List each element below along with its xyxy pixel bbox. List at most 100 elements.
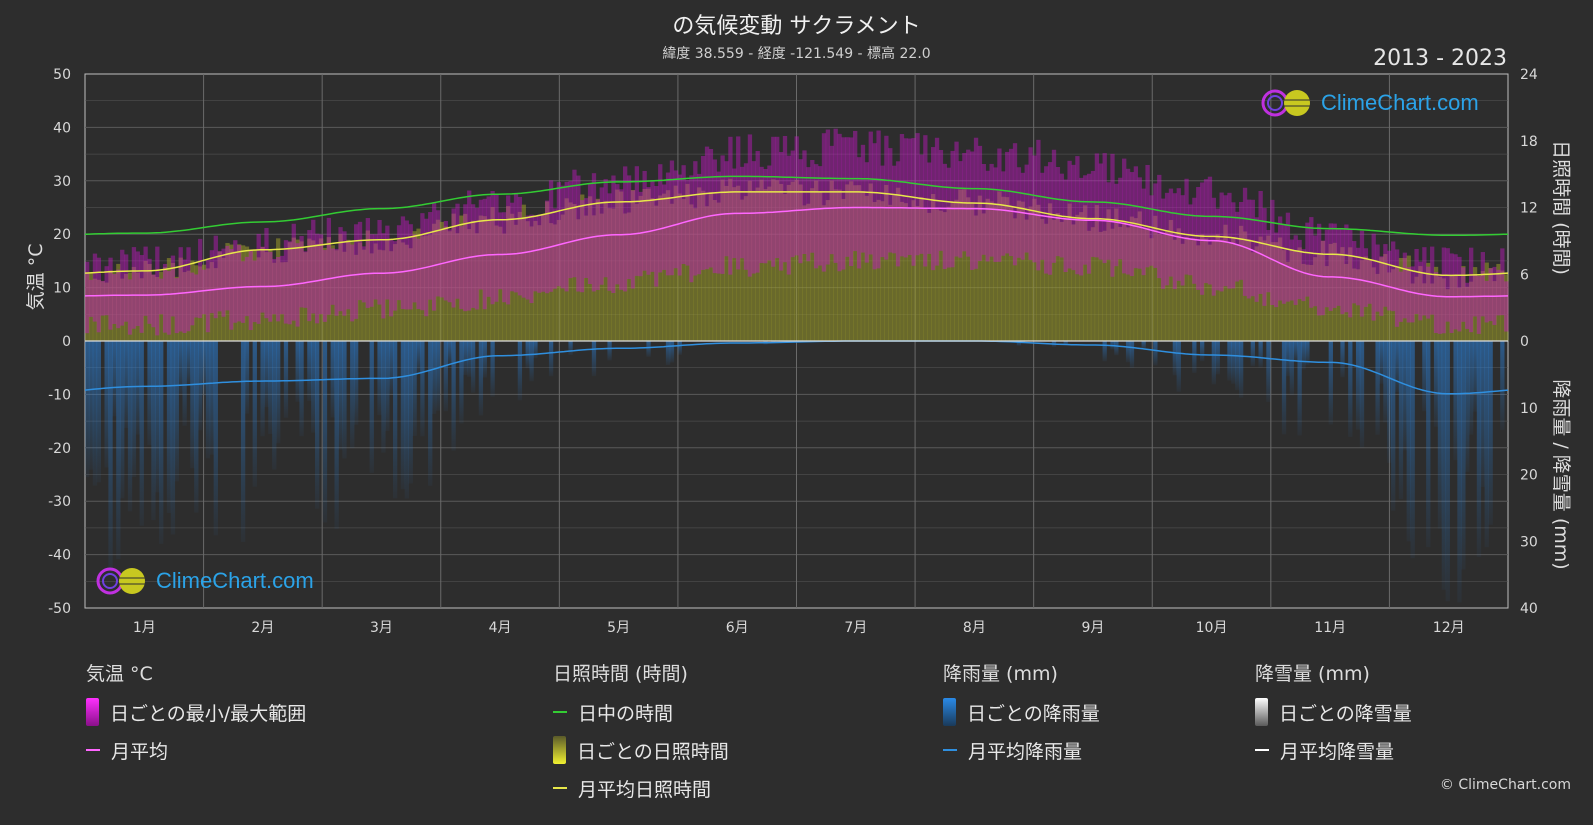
temp-range-bar (291, 223, 296, 321)
rain-bar (1289, 341, 1294, 396)
temp-range-bar (1188, 204, 1193, 276)
sunshine-bar (1492, 281, 1497, 341)
sunshine-bar (517, 211, 523, 341)
sunshine-bar (903, 203, 909, 341)
temp-range-bar (159, 278, 164, 315)
temp-range-bar (1457, 256, 1462, 332)
temp-range-bar (1316, 223, 1322, 316)
sunshine-bar (872, 202, 877, 341)
rain-bar (381, 341, 386, 453)
sunshine-bar (455, 233, 460, 341)
rain-bar (1281, 341, 1287, 435)
temp-range-bar (1449, 253, 1454, 333)
temp-range-bar (1313, 235, 1318, 307)
temp-range-bar (1453, 254, 1458, 330)
sunshine-bar (1122, 222, 1127, 341)
legend-swatch (1255, 749, 1269, 751)
sunshine-bar (1254, 246, 1259, 341)
temp-range-bar (837, 133, 842, 272)
sunshine-bar (708, 192, 714, 341)
sunshine-bar (1149, 238, 1154, 341)
sunshine-bar (1430, 283, 1435, 341)
temp-range-bar (1500, 248, 1505, 316)
temp-range-bar (1090, 170, 1096, 257)
temp-range-bar (420, 213, 425, 311)
sunshine-bar (112, 273, 117, 341)
temp-range-bar (1465, 282, 1470, 329)
sunshine-bar (1055, 213, 1061, 341)
sunshine-bar (1274, 242, 1279, 341)
temp-range-bar (1371, 233, 1376, 321)
temp-range-bar (1266, 230, 1271, 293)
temp-range-bar (155, 246, 160, 336)
sunshine-bar (439, 221, 445, 341)
sunshine-bar (1067, 203, 1072, 341)
sunshine-bar (829, 180, 834, 341)
sunshine-bar (147, 263, 152, 341)
x-tick-label: 8月 (963, 620, 986, 636)
temp-range-bar (825, 129, 831, 265)
sunshine-bar (482, 216, 487, 341)
sunshine-bar (96, 279, 101, 341)
temp-range-bar (1496, 269, 1501, 316)
sunshine-bar (1188, 238, 1193, 341)
temp-range-bar (1332, 223, 1337, 308)
temp-range-bar (334, 248, 339, 316)
legend-label: 日ごとの降雨量 (967, 702, 1100, 725)
temp-range-bar (1418, 261, 1423, 321)
legend-item: 月平均日照時間 (553, 775, 729, 801)
temp-range-bar (116, 269, 121, 329)
sunshine-bar (1262, 240, 1267, 341)
legend-item: 日ごとの日照時間 (553, 736, 729, 764)
y-left-tick-label: 30 (53, 174, 71, 190)
sunshine-bar (1480, 270, 1486, 341)
rain-bar (1453, 341, 1458, 461)
sunshine-bar (552, 224, 558, 341)
temp-range-bar (311, 219, 316, 314)
temp-range-bar (1309, 217, 1314, 308)
rain-bar (1437, 341, 1443, 529)
rain-bar (96, 341, 101, 483)
sunshine-bar (1044, 223, 1049, 341)
sunshine-bar (287, 242, 293, 341)
sunshine-bar (700, 190, 706, 341)
sunshine-bar (350, 241, 355, 341)
temp-range-bar (459, 226, 464, 309)
rain-bar (1016, 341, 1022, 346)
sunshine-bar (240, 245, 246, 341)
rain-bar (1457, 341, 1462, 603)
temp-range-bar (759, 166, 764, 264)
legend-swatch (553, 787, 567, 789)
sunshine-bar (658, 195, 663, 341)
sunshine-bar (416, 228, 421, 341)
sunshine-bar (490, 207, 495, 341)
sunshine-bar (408, 248, 413, 341)
temp-range-bar (1320, 240, 1326, 316)
sunshine-bar (572, 204, 577, 341)
temp-range-bar (287, 241, 293, 325)
temp-range-bar (1001, 171, 1006, 256)
temp-range-bar (1430, 246, 1435, 315)
temp-range-bar (217, 251, 222, 312)
sunshine-bar (392, 244, 398, 341)
rain-bar (1285, 341, 1291, 377)
temp-range-bar (739, 166, 745, 259)
temp-range-bar (139, 255, 144, 333)
temp-range-bar (1231, 202, 1236, 289)
temp-range-bar (1504, 281, 1509, 332)
temp-range-bar (946, 167, 951, 268)
temp-range-bar (884, 135, 889, 260)
temp-range-bar (1410, 266, 1415, 323)
sunshine-bar (1071, 224, 1076, 341)
sunshine-bar (166, 258, 172, 341)
temp-range-bar (1005, 151, 1010, 254)
sunshine-bar (888, 204, 893, 341)
temp-range-bar (1153, 183, 1158, 268)
temp-range-bar (903, 138, 909, 258)
sunshine-bar (1176, 228, 1181, 341)
temp-range-bar (1075, 156, 1080, 275)
rain-bar (1375, 341, 1380, 435)
sunshine-bar (256, 257, 261, 341)
sunshine-bar (322, 247, 328, 341)
sunshine-bar (1001, 196, 1006, 341)
